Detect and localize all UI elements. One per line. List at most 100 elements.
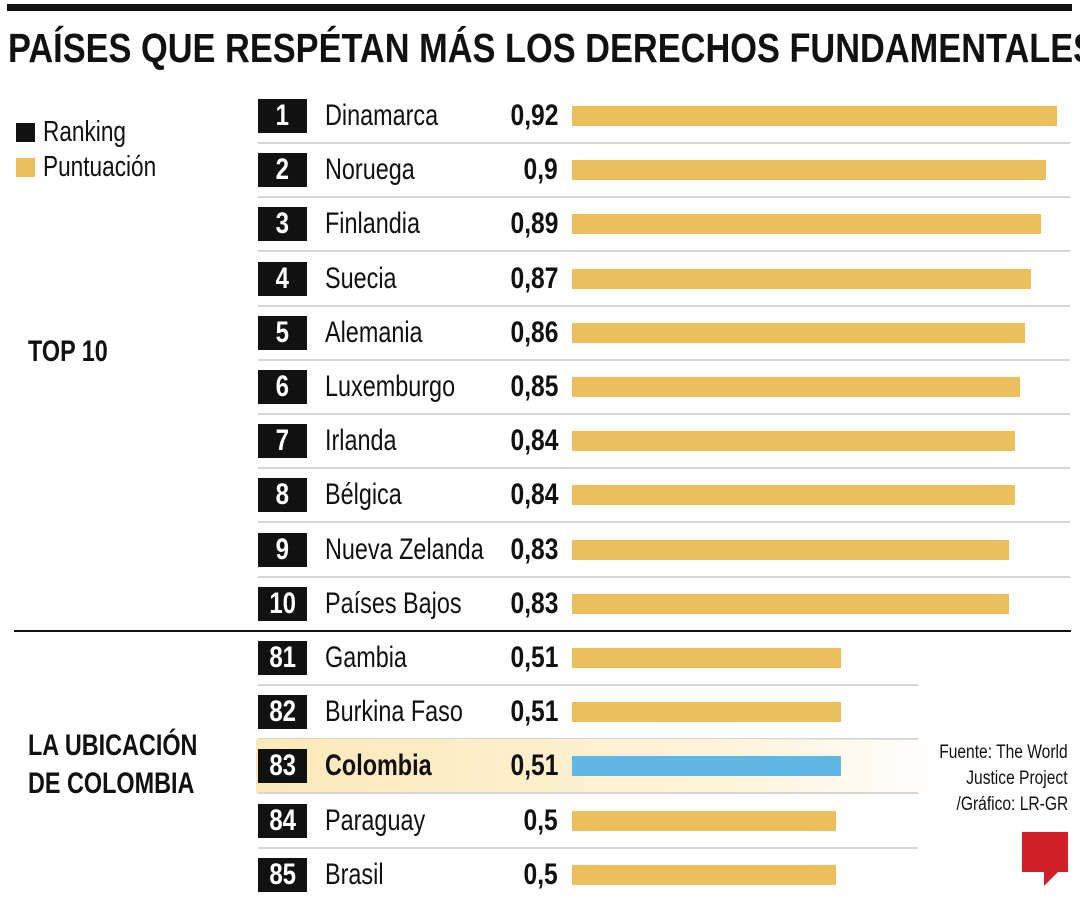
value-label: 0,51	[510, 695, 558, 729]
value-label: 0,83	[510, 532, 558, 566]
country-label: Suecia	[325, 261, 397, 295]
bar-row: 83 Colombia 0,51	[0, 739, 1080, 794]
rank-badge: 81	[258, 641, 307, 675]
bar	[572, 539, 1010, 560]
bar-row: 4 Suecia 0,87	[0, 252, 1080, 306]
rank-badge: 82	[258, 695, 307, 730]
country-label: Irlanda	[325, 424, 397, 458]
rank-badge: 9	[258, 532, 307, 567]
source-note: Fuente: The World Justice Project /Gráfi…	[939, 742, 1068, 815]
lr-logo	[1022, 832, 1068, 886]
value-label: 0,84	[510, 424, 558, 458]
country-label: Paraguay	[325, 803, 426, 837]
value-label: 0,85	[510, 370, 558, 403]
bar	[572, 431, 1015, 452]
bar-row: 9 Nueva Zelanda 0,83	[0, 523, 1080, 577]
row-divider	[258, 738, 918, 741]
rank-badge: 10	[258, 586, 307, 621]
section-divider	[14, 630, 1071, 632]
bar-row: 81 Gambia 0,51	[0, 631, 1080, 685]
bar-row: 1 Dinamarca 0,92	[0, 89, 1080, 143]
legend-ranking: Ranking	[16, 116, 149, 148]
value-label: 0,84	[510, 478, 558, 512]
row-divider	[258, 142, 1070, 144]
bar-row: 10 Países Bajos 0,83	[0, 577, 1080, 631]
value-label: 0,92	[510, 99, 558, 132]
bar	[572, 756, 841, 777]
rank-badge: 85	[258, 857, 307, 892]
value-label: 0,89	[510, 207, 558, 241]
rank-badge: 2	[258, 153, 307, 188]
bar-row: 7 Irlanda 0,84	[0, 414, 1080, 468]
value-label: 0,9	[523, 153, 558, 187]
rank-badge: 3	[258, 207, 307, 242]
rank-badge: 8	[258, 478, 307, 513]
row-divider	[258, 196, 1070, 199]
country-label: Colombia	[325, 749, 432, 783]
country-label: Burkina Faso	[325, 695, 463, 729]
bar	[572, 106, 1057, 126]
row-divider	[258, 846, 918, 849]
country-label: Finlandia	[325, 207, 420, 241]
bar-row: 82 Burkina Faso 0,51	[0, 685, 1080, 739]
bar	[572, 377, 1020, 397]
rank-badge: 5	[258, 315, 307, 350]
row-divider	[258, 250, 1070, 253]
bar	[572, 268, 1031, 289]
country-label: Nueva Zelanda	[325, 532, 484, 566]
value-label: 0,51	[510, 749, 558, 783]
bar-row: 2 Noruega 0,9	[0, 143, 1080, 197]
row-divider	[258, 467, 1070, 470]
rank-badge: 1	[258, 99, 307, 133]
row-divider	[258, 413, 1070, 415]
bar-row: 85 Brasil 0,5	[0, 848, 1080, 900]
value-label: 0,87	[510, 261, 558, 295]
bar-row: 84 Paraguay 0,5	[0, 794, 1080, 848]
bar-row: 6 Luxemburgo 0,85	[0, 360, 1080, 414]
value-label: 0,83	[510, 586, 558, 620]
bar	[572, 322, 1026, 343]
country-label: Gambia	[325, 641, 407, 674]
row-divider	[258, 358, 1070, 361]
bar-row: 5 Alemania 0,86	[0, 306, 1080, 360]
legend-swatch-ranking	[16, 123, 35, 142]
bar-row: 8 Bélgica 0,84	[0, 468, 1080, 522]
country-label: Luxemburgo	[325, 370, 456, 403]
rank-badge: 7	[258, 424, 307, 459]
row-divider	[258, 575, 1070, 578]
bar	[572, 648, 841, 668]
country-label: Países Bajos	[325, 586, 462, 620]
bar	[572, 810, 836, 831]
country-label: Dinamarca	[325, 99, 439, 132]
group-label-top10: TOP 10	[28, 335, 108, 368]
bar	[572, 485, 1015, 506]
rank-badge: 83	[258, 749, 307, 784]
row-divider	[258, 521, 1070, 524]
bar	[572, 702, 841, 723]
value-label: 0,5	[523, 803, 558, 837]
rank-badge: 4	[258, 261, 307, 296]
country-label: Alemania	[325, 315, 423, 349]
value-label: 0,5	[523, 857, 558, 891]
top-rule	[7, 4, 1072, 11]
legend-puntuacion: Puntuación	[16, 151, 188, 183]
value-label: 0,86	[510, 315, 558, 349]
bar	[572, 214, 1041, 235]
row-divider	[258, 792, 918, 795]
group-label-colombia: LA UBICACIÓN DE COLOMBIA	[28, 729, 198, 800]
row-divider	[258, 304, 1070, 307]
bar	[572, 864, 836, 885]
rank-badge: 84	[258, 803, 307, 838]
rank-badge: 6	[258, 370, 307, 404]
value-label: 0,51	[510, 641, 558, 674]
legend-swatch-puntuacion	[16, 158, 35, 177]
bar-row: 3 Finlandia 0,89	[0, 197, 1080, 251]
bar	[572, 160, 1047, 181]
country-label: Noruega	[325, 153, 415, 187]
bar	[572, 593, 1010, 614]
country-label: Brasil	[325, 857, 384, 891]
chart-title: PAÍSES QUE RESPÉTAN MÁS LOS DERECHOS FUN…	[8, 25, 1080, 71]
country-label: Bélgica	[325, 478, 402, 512]
row-divider	[258, 684, 918, 686]
